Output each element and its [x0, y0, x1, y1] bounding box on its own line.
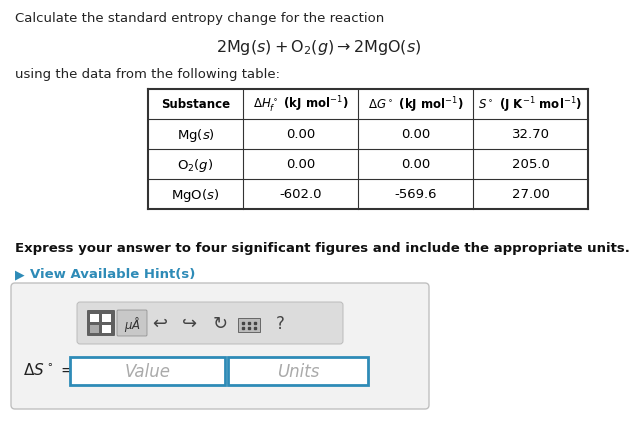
Text: ↪: ↪: [183, 314, 197, 332]
Text: -569.6: -569.6: [394, 188, 436, 201]
Text: Units: Units: [277, 362, 320, 380]
Bar: [238, 318, 260, 332]
Text: using the data from the following table:: using the data from the following table:: [15, 68, 280, 81]
Text: $\mathrm{O_2(}$$\mathit{g}$$\mathrm{)}$: $\mathrm{O_2(}$$\mathit{g}$$\mathrm{)}$: [177, 156, 213, 173]
Text: 0.00: 0.00: [286, 158, 315, 171]
FancyBboxPatch shape: [77, 302, 343, 344]
FancyBboxPatch shape: [117, 310, 147, 336]
Text: -602.0: -602.0: [279, 188, 322, 201]
Text: ▶: ▶: [15, 267, 25, 280]
Text: $\Delta S^\circ$ =: $\Delta S^\circ$ =: [23, 361, 73, 377]
Text: View Available Hint(s): View Available Hint(s): [30, 267, 196, 280]
Text: Express your answer to four significant figures and include the appropriate unit: Express your answer to four significant …: [15, 241, 630, 255]
FancyBboxPatch shape: [87, 310, 115, 336]
Text: ↩: ↩: [153, 314, 167, 332]
Text: 0.00: 0.00: [286, 128, 315, 141]
Text: Calculate the standard entropy change for the reaction: Calculate the standard entropy change fo…: [15, 12, 384, 25]
Bar: [228, 357, 368, 385]
Text: $\mathrm{MgO(}$$\mathit{s}$$\mathrm{)}$: $\mathrm{MgO(}$$\mathit{s}$$\mathrm{)}$: [171, 186, 220, 203]
Bar: [102, 325, 111, 333]
Text: $\mathrm{Mg(}$$\mathit{s}$$\mathrm{)}$: $\mathrm{Mg(}$$\mathit{s}$$\mathrm{)}$: [176, 126, 215, 143]
Bar: [90, 314, 99, 322]
Bar: [148, 90, 588, 209]
FancyBboxPatch shape: [11, 283, 429, 409]
Bar: [90, 325, 99, 333]
Bar: [102, 314, 111, 322]
Text: ↻: ↻: [212, 314, 227, 332]
Text: $\mathdefault{2Mg(}$$\mathit{s}$$\mathdefault{) + O_2(}$$\mathit{g}$$\mathdefaul: $\mathdefault{2Mg(}$$\mathit{s}$$\mathde…: [216, 38, 422, 57]
Text: 0.00: 0.00: [401, 158, 430, 171]
Text: 0.00: 0.00: [401, 128, 430, 141]
Bar: [90, 325, 99, 333]
Text: 32.70: 32.70: [511, 128, 550, 141]
Text: Substance: Substance: [161, 98, 230, 111]
Text: 205.0: 205.0: [512, 158, 550, 171]
Text: $\Delta G^\circ$ (kJ mol$^{-1}$): $\Delta G^\circ$ (kJ mol$^{-1}$): [367, 95, 463, 114]
Text: ?: ?: [275, 314, 284, 332]
Text: 27.00: 27.00: [512, 188, 550, 201]
Text: $\Delta H_f^\circ$ (kJ mol$^{-1}$): $\Delta H_f^\circ$ (kJ mol$^{-1}$): [253, 95, 348, 115]
Bar: [70, 357, 225, 385]
Text: Value: Value: [125, 362, 171, 380]
Text: $\mu\AA$: $\mu\AA$: [123, 314, 141, 333]
Text: $S^\circ$ (J K$^{-1}$ mol$^{-1}$): $S^\circ$ (J K$^{-1}$ mol$^{-1}$): [479, 95, 583, 114]
